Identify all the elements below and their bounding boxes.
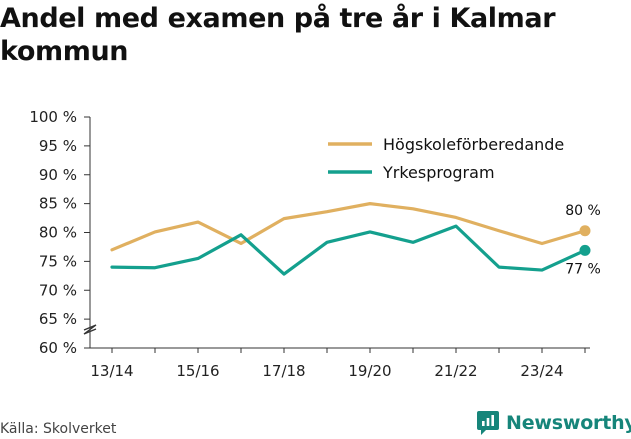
y-axis: 60 % 65 % 70 % 75 % 80 % 85 % 90 % 95 % 100 % <box>29 108 97 357</box>
series-end-point <box>579 244 591 256</box>
y-axis-break-icon <box>83 324 97 335</box>
legend: Högskoleförberedande Yrkesprogram <box>328 135 564 182</box>
y-tick-label: 95 % <box>39 137 77 155</box>
series-line-yrkesprogram <box>110 224 587 276</box>
legend-label: Högskoleförberedande <box>383 135 564 154</box>
x-tick-label: 23/24 <box>520 362 563 380</box>
y-tick-label: 100 % <box>29 108 77 126</box>
x-tick-label: 19/20 <box>348 362 391 380</box>
y-tick-label: 65 % <box>39 310 77 328</box>
y-tick-label: 60 % <box>39 339 77 357</box>
series-line-hogskoleforberedande <box>110 202 587 252</box>
newsworthy-logo-icon <box>477 411 499 435</box>
y-tick-label: 70 % <box>39 281 77 299</box>
source-note: Källa: Skolverket <box>0 421 117 437</box>
series-end-label: 80 % <box>565 203 601 219</box>
series-layer: 80 % 77 % <box>110 202 601 277</box>
series-end-label: 77 % <box>565 261 601 277</box>
x-axis: 13/14 15/16 17/18 19/20 21/22 23/24 <box>90 347 590 380</box>
chart-title: Andel med examen på tre år i Kalmar komm… <box>0 3 556 67</box>
legend-label: Yrkesprogram <box>382 163 495 182</box>
y-tick-label: 85 % <box>39 195 77 213</box>
brand-name: Newsworthy <box>506 412 631 434</box>
x-tick-label: 13/14 <box>90 362 133 380</box>
x-tick-label: 21/22 <box>434 362 477 380</box>
x-tick-label: 17/18 <box>262 362 305 380</box>
y-tick-label: 75 % <box>39 252 77 270</box>
newsworthy-brand: Newsworthy <box>476 408 631 438</box>
series-end-point <box>579 225 591 237</box>
y-tick-label: 80 % <box>39 224 77 242</box>
y-tick-label: 90 % <box>39 166 77 184</box>
x-tick-label: 15/16 <box>176 362 219 380</box>
